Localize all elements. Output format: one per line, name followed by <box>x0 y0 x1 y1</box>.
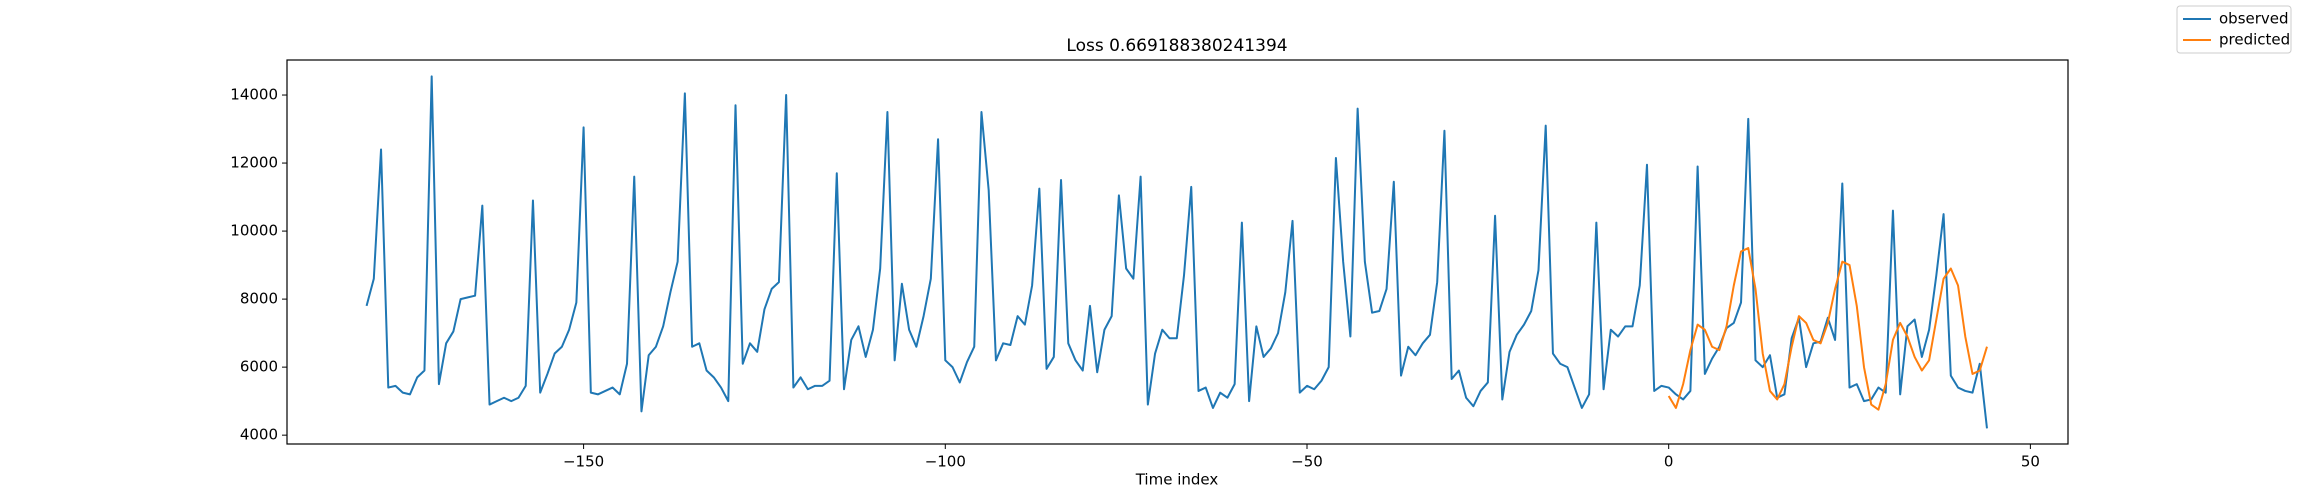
y-tick-label: 12000 <box>230 154 278 172</box>
x-tick-label: −50 <box>1291 453 1323 471</box>
y-tick-label: 6000 <box>240 358 278 376</box>
y-tick-label: 10000 <box>230 222 278 240</box>
y-tick-label: 8000 <box>240 290 278 308</box>
legend-box <box>2176 5 2292 54</box>
plot-frame <box>286 59 2069 445</box>
chart-title: Loss 0.669188380241394 <box>1066 36 1287 56</box>
y-tick-label: 14000 <box>230 86 278 104</box>
x-tick-label: 0 <box>1664 453 1674 471</box>
series-line <box>1667 247 1988 411</box>
y-tick-label: 4000 <box>240 426 278 444</box>
legend-label: predicted <box>2219 31 2290 49</box>
series-line <box>365 75 1988 429</box>
x-tick-label: −150 <box>563 453 604 471</box>
x-tick-label: 50 <box>2021 453 2040 471</box>
x-tick-label: −100 <box>925 453 966 471</box>
legend-label: observed <box>2219 10 2289 28</box>
x-axis-label: Time index <box>1135 471 1219 489</box>
